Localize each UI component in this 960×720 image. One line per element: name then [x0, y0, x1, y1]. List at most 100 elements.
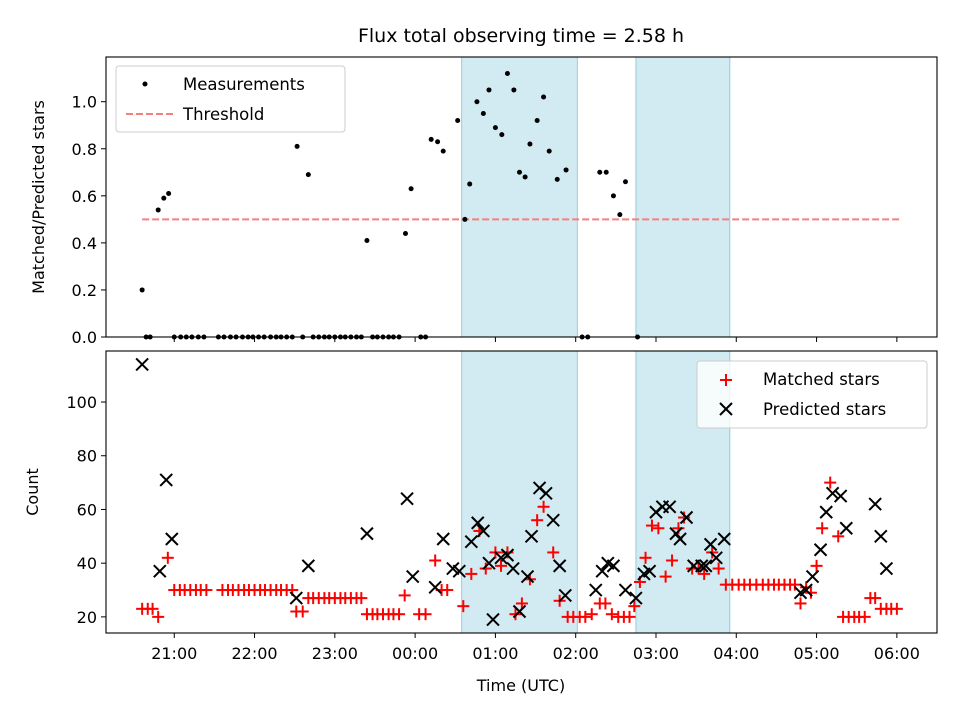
- matched-point-3: [152, 610, 165, 623]
- measurement-point-47: [408, 186, 414, 192]
- matched-point-80: [645, 519, 658, 532]
- predicted-point-48: [717, 532, 731, 546]
- matched-point-76: [623, 610, 636, 623]
- matched-point-106: [804, 586, 817, 599]
- measurement-point-77: [622, 179, 628, 185]
- measurement-point-39: [364, 238, 370, 244]
- shaded-region-1: [635, 56, 731, 338]
- top-x-ticks: [173, 337, 898, 342]
- top-ytick-label-2: 0.4: [72, 234, 97, 253]
- predicted-point-9: [428, 580, 442, 595]
- predicted-point-3: [165, 532, 179, 546]
- measurement-point-59: [492, 125, 498, 131]
- predicted-point-32: [606, 559, 621, 573]
- matched-point-90: [712, 562, 725, 575]
- predicted-point-41: [673, 532, 687, 546]
- predicted-point-10: [436, 532, 450, 546]
- matched-point-77: [628, 600, 641, 613]
- predicted-point-20: [506, 561, 520, 576]
- matched-point-104: [794, 597, 807, 610]
- matched-point-70: [585, 608, 598, 621]
- predicted-point-53: [819, 505, 833, 519]
- predicted-point-34: [629, 591, 643, 605]
- predicted-point-59: [879, 561, 894, 576]
- measurement-point-0: [139, 287, 145, 293]
- predicted-point-22: [520, 569, 535, 584]
- measurement-point-56: [474, 99, 480, 105]
- bottom-ytick-label-4: 100: [66, 393, 97, 412]
- predicted-point-4: [289, 591, 303, 605]
- matched-point-85: [678, 511, 691, 524]
- predicted-point-28: [558, 588, 572, 603]
- bottom-axes-frame: [105, 350, 938, 634]
- measurement-point-28: [305, 172, 311, 178]
- bottom-xtick-label-1: 22:00: [231, 644, 277, 663]
- measurement-point-75: [610, 193, 616, 199]
- matched-point-83: [666, 554, 679, 567]
- bottom-xtick-label-7: 04:00: [713, 644, 759, 663]
- top-ytick-label-5: 1.0: [72, 93, 97, 112]
- bottom-xtick-label-4: 01:00: [472, 644, 518, 663]
- measurement-point-70: [563, 167, 569, 173]
- matched-point-109: [824, 476, 837, 489]
- measurement-point-5: [166, 190, 172, 196]
- top-y-axis-label: Matched/Predicted stars: [29, 100, 48, 294]
- measurement-point-60: [499, 132, 505, 138]
- predicted-point-52: [813, 543, 828, 557]
- top-legend-box: [115, 65, 346, 133]
- matched-point-4: [161, 551, 174, 564]
- legend-predicted-label: Predicted stars: [763, 400, 886, 419]
- bottom-y-ticks: 20 40 60 80 100: [66, 393, 106, 627]
- predicted-point-5: [301, 559, 316, 573]
- matched-point-117: [869, 592, 882, 605]
- predicted-point-0: [135, 357, 149, 372]
- measurement-point-68: [546, 148, 552, 154]
- bottom-ytick-label-1: 40: [77, 554, 97, 573]
- legend-threshold-label: Threshold: [182, 105, 264, 124]
- measurement-point-46: [402, 230, 408, 236]
- predicted-point-23: [524, 529, 539, 544]
- predicted-point-21: [512, 604, 527, 619]
- bottom-xtick-label-3: 00:00: [392, 644, 438, 663]
- matched-point-88: [698, 567, 711, 580]
- bottom-ytick-label-2: 60: [77, 500, 97, 519]
- predicted-point-33: [618, 583, 633, 597]
- predicted-point-2: [159, 473, 173, 487]
- top-legend: Measurements Threshold: [115, 65, 346, 133]
- measurement-point-61: [504, 70, 510, 76]
- predicted-point-14: [471, 516, 485, 530]
- matched-point-45: [393, 608, 406, 621]
- top-y-ticks: 0.0 0.2 0.4 0.6 0.8 1.0: [72, 93, 106, 347]
- bottom-xtick-label-9: 06:00: [874, 644, 920, 663]
- matched-point-107: [810, 559, 823, 572]
- matched-point-49: [429, 554, 442, 567]
- measurement-point-74: [603, 169, 609, 175]
- predicted-point-8: [406, 569, 420, 584]
- bottom-xtick-label-6: 03:00: [633, 644, 679, 663]
- matched-point-11: [200, 584, 213, 597]
- legend-matched-label: Matched stars: [763, 370, 880, 389]
- bottom-plot-data: [135, 357, 903, 627]
- measurement-point-53: [455, 118, 461, 124]
- predicted-point-16: [482, 556, 496, 570]
- matched-point-60: [515, 597, 528, 610]
- bottom-y-axis-label: Count: [23, 468, 42, 516]
- legend-measurements-label: Measurements: [183, 75, 305, 94]
- measurement-point-63: [516, 169, 522, 175]
- top-shaded-regions: [461, 56, 731, 338]
- measurement-point-51: [435, 139, 441, 145]
- predicted-point-56: [839, 521, 853, 535]
- predicted-point-26: [546, 513, 560, 527]
- predicted-point-58: [874, 529, 888, 544]
- measurement-point-64: [522, 174, 528, 180]
- matched-point-103: [788, 578, 801, 591]
- bottom-x-ticks: 21:00 22:00 23:00 00:00 01:00 02:00 03:00 04:00…: [151, 633, 920, 663]
- matched-point-72: [599, 597, 612, 610]
- predicted-point-15: [476, 524, 491, 538]
- top-ytick-label-3: 0.6: [72, 187, 97, 206]
- matched-point-55: [479, 562, 492, 575]
- shaded-region-0: [461, 56, 578, 338]
- matched-point-115: [858, 610, 871, 623]
- matched-point-121: [890, 602, 903, 615]
